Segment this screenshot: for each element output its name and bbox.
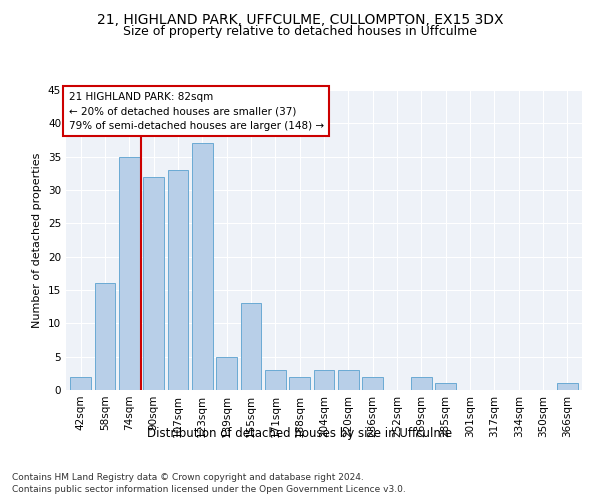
Bar <box>192 144 212 390</box>
Text: Size of property relative to detached houses in Uffculme: Size of property relative to detached ho… <box>123 25 477 38</box>
Y-axis label: Number of detached properties: Number of detached properties <box>32 152 43 328</box>
Bar <box>314 370 334 390</box>
Text: 21 HIGHLAND PARK: 82sqm
← 20% of detached houses are smaller (37)
79% of semi-de: 21 HIGHLAND PARK: 82sqm ← 20% of detache… <box>68 92 324 131</box>
Text: Distribution of detached houses by size in Uffculme: Distribution of detached houses by size … <box>148 428 452 440</box>
Bar <box>70 376 91 390</box>
Bar <box>216 356 237 390</box>
Text: Contains HM Land Registry data © Crown copyright and database right 2024.: Contains HM Land Registry data © Crown c… <box>12 472 364 482</box>
Bar <box>436 384 456 390</box>
Text: 21, HIGHLAND PARK, UFFCULME, CULLOMPTON, EX15 3DX: 21, HIGHLAND PARK, UFFCULME, CULLOMPTON,… <box>97 12 503 26</box>
Bar <box>143 176 164 390</box>
Bar <box>557 384 578 390</box>
Bar <box>289 376 310 390</box>
Bar <box>265 370 286 390</box>
Bar <box>241 304 262 390</box>
Bar <box>338 370 359 390</box>
Bar <box>411 376 432 390</box>
Bar <box>362 376 383 390</box>
Bar <box>167 170 188 390</box>
Bar <box>119 156 140 390</box>
Bar <box>95 284 115 390</box>
Text: Contains public sector information licensed under the Open Government Licence v3: Contains public sector information licen… <box>12 485 406 494</box>
